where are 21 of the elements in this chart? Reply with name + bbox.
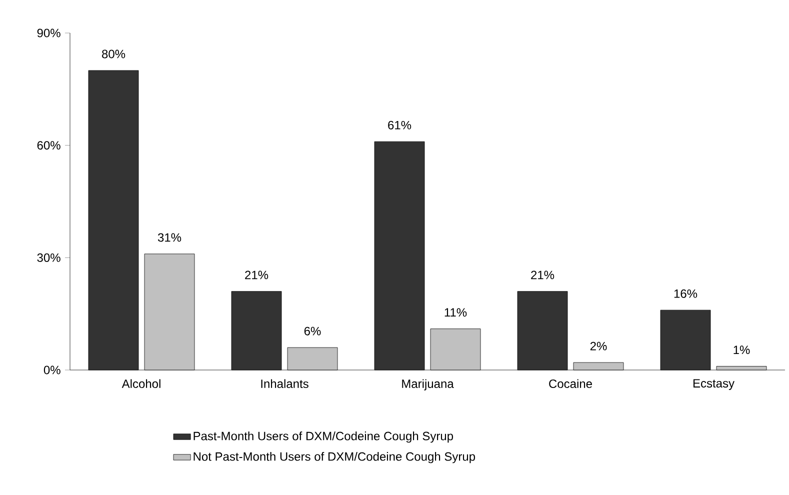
data-label: 21% — [245, 270, 268, 280]
y-tick-label: 90% — [37, 28, 60, 38]
data-label: 16% — [674, 289, 698, 298]
data-label: 21% — [531, 270, 554, 280]
x-tick-label: Marijuana — [402, 379, 454, 390]
y-tick-label: 30% — [37, 253, 60, 262]
y-tick-label: 0% — [44, 366, 60, 374]
x-tick-label: Ecstasy — [693, 379, 734, 390]
legend-label: Past-Month Users of DXM/Codeine Cough Syrup — [194, 431, 454, 443]
data-label: 80% — [102, 50, 126, 58]
data-label: 2% — [590, 342, 607, 350]
x-tick-label: Cocaine — [549, 379, 592, 388]
data-label: 6% — [304, 326, 321, 336]
data-label: 31% — [158, 233, 182, 242]
x-tick-label: Inhalants — [261, 379, 308, 388]
y-tick-label: 60% — [37, 141, 60, 150]
data-label: 1% — [734, 346, 750, 354]
x-tick-label: Alcohol — [122, 379, 160, 388]
data-label: 61% — [388, 120, 412, 130]
legend-label: Not Past-Month Users of DXM/Codeine Cough Syrup — [194, 452, 476, 464]
data-label: 11% — [444, 308, 467, 317]
